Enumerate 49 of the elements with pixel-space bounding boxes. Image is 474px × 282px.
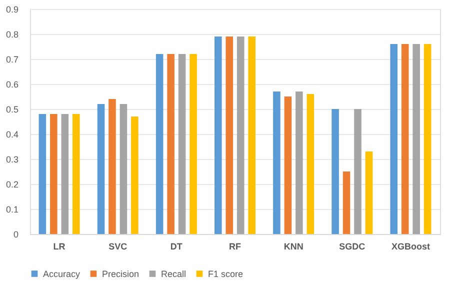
bar: [120, 104, 128, 234]
y-tick-label: 0.8: [6, 30, 18, 40]
x-tick-label: XGBoost: [391, 242, 430, 252]
y-tick-label: 0.3: [6, 154, 18, 164]
legend-label: Recall: [161, 268, 186, 279]
y-tick-label: 0.9: [6, 4, 18, 14]
x-tick-label: SVC: [108, 242, 128, 252]
bar: [226, 36, 234, 234]
bar: [365, 152, 373, 234]
bar: [390, 44, 398, 234]
y-tick-label: 0.5: [6, 104, 18, 114]
legend-label: Accuracy: [43, 268, 81, 279]
bar: [354, 109, 362, 234]
bar: [61, 114, 69, 234]
bar: [178, 54, 186, 234]
bar: [401, 44, 409, 234]
bar: [214, 36, 222, 234]
bar: [156, 54, 164, 234]
bar: [306, 94, 314, 234]
x-tick-label: DT: [170, 242, 183, 252]
bar: [296, 92, 303, 234]
bar: [167, 54, 174, 234]
bar: [50, 114, 58, 234]
y-tick-label: 0.1: [6, 204, 18, 214]
bar: [236, 36, 244, 234]
y-tick-label: 0.7: [6, 54, 18, 64]
x-tick-label: SGDC: [339, 242, 366, 252]
bar: [273, 92, 280, 234]
bar: [108, 99, 116, 234]
bar: [248, 36, 256, 234]
bar: [131, 116, 138, 234]
bar: [38, 114, 46, 234]
x-tick-label: LR: [53, 242, 66, 252]
bar: [284, 96, 292, 234]
y-tick-label: 0.2: [6, 180, 18, 190]
bar: [72, 114, 80, 234]
legend-label: F1 score: [208, 268, 244, 279]
bar: [332, 109, 339, 234]
x-tick-label: KNN: [284, 242, 304, 252]
y-tick-label: 0.6: [6, 80, 18, 90]
bar: [424, 44, 432, 234]
y-tick-label: 0.4: [6, 130, 18, 140]
bar: [412, 44, 420, 234]
bar: [190, 54, 197, 234]
bar: [97, 104, 105, 234]
bar: [342, 172, 350, 234]
y-tick-label: 0: [13, 230, 18, 240]
x-tick-label: RF: [229, 242, 242, 252]
legend-label: Precision: [102, 268, 140, 279]
